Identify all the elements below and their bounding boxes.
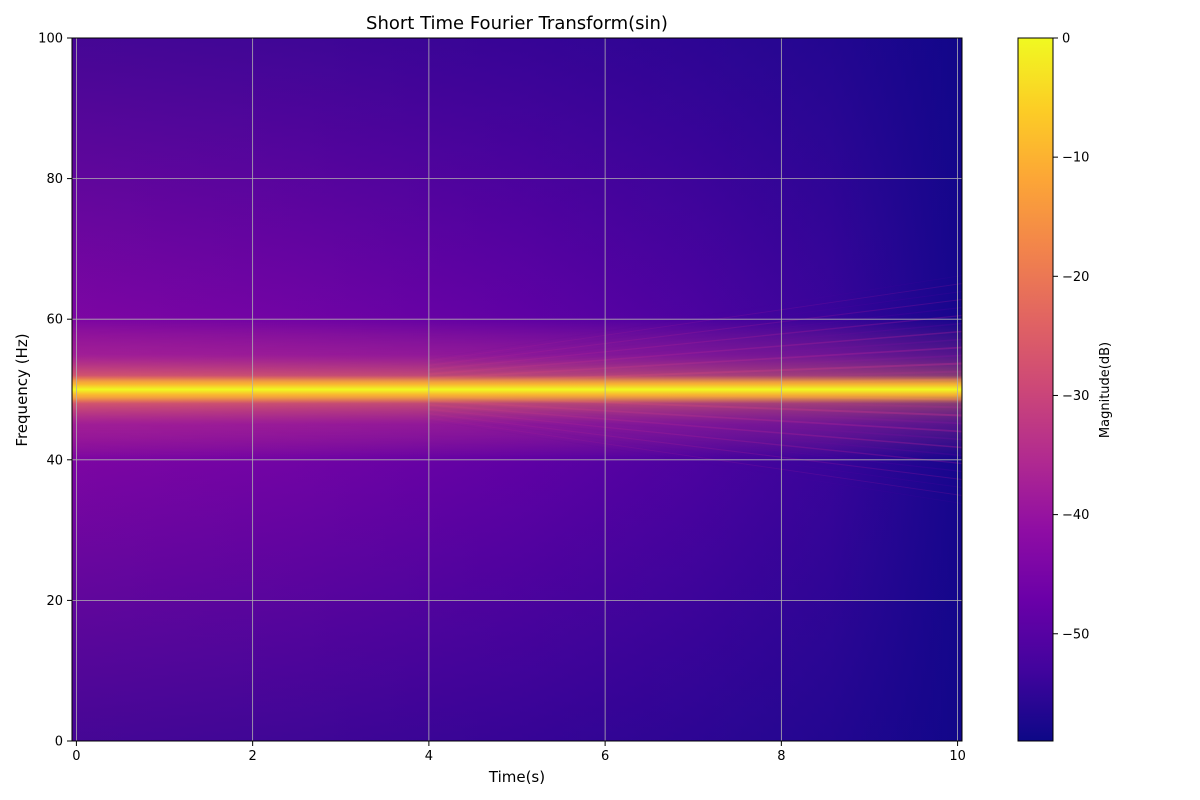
x-tick-label: 8 (777, 749, 785, 764)
y-tick-label: 100 (38, 32, 63, 47)
signal-band-core (72, 375, 962, 404)
y-tick-label: 20 (46, 594, 63, 609)
colorbar-tick-label: −40 (1062, 508, 1089, 523)
x-tick-label: 6 (601, 749, 609, 764)
y-tick-label: 60 (46, 313, 63, 328)
x-tick-label: 4 (425, 749, 433, 764)
x-tick-label: 2 (249, 749, 257, 764)
colorbar-tick-label: −50 (1062, 627, 1089, 642)
x-axis: 0 2 4 6 8 10 (72, 741, 966, 764)
x-tick-label: 10 (949, 749, 966, 764)
colorbar-gradient (1017, 37, 1054, 742)
plot-area: 0 2 4 6 8 10 0 20 40 60 80 100 (38, 32, 966, 765)
colorbar-label: Magnitude(dB) (1098, 342, 1113, 438)
y-tick-label: 0 (55, 735, 63, 750)
colorbar-tick-label: 0 (1062, 32, 1070, 47)
colorbar: 0 −10 −20 −30 −40 −50 Magnitude(dB) (1017, 32, 1113, 742)
y-tick-label: 40 (46, 453, 63, 468)
colorbar-tick-label: −30 (1062, 389, 1089, 404)
y-tick-label: 80 (46, 172, 63, 187)
y-axis-label: Frequency (Hz) (13, 333, 31, 446)
x-tick-label: 0 (72, 749, 80, 764)
colorbar-tick-label: −20 (1062, 270, 1089, 285)
grid-lines (72, 37, 962, 742)
plot-frame (71, 37, 963, 742)
colorbar-ticks: 0 −10 −20 −30 −40 −50 (1053, 32, 1089, 642)
y-axis: 0 20 40 60 80 100 (38, 32, 72, 750)
colorbar-tick-label: −10 (1062, 151, 1089, 166)
chart-title: Short Time Fourier Transform(sin) (366, 13, 668, 34)
x-axis-label: Time(s) (488, 768, 545, 786)
